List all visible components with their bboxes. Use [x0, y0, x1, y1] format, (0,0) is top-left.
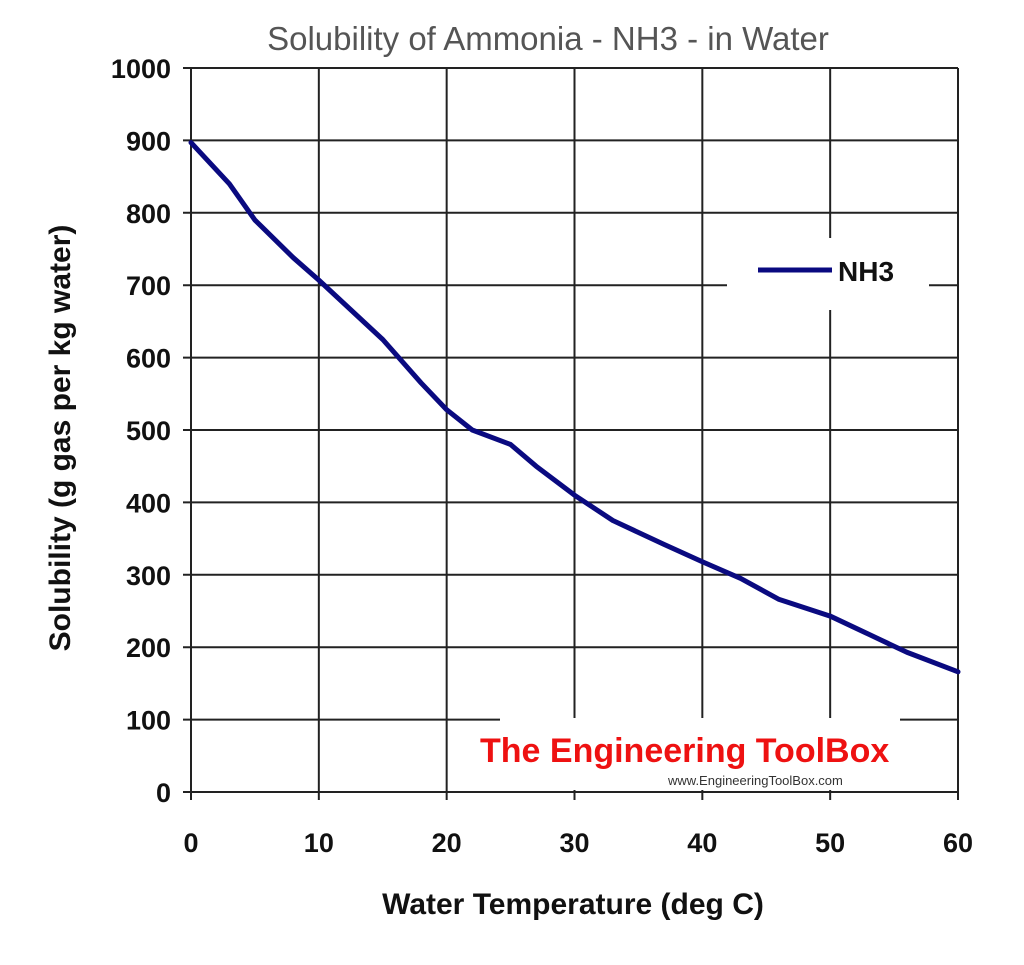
y-tick-label: 600 [126, 344, 171, 374]
x-tick-label: 50 [815, 828, 845, 858]
watermark-background [500, 718, 900, 790]
legend-label-nh3: NH3 [838, 256, 894, 287]
y-tick-label: 300 [126, 561, 171, 591]
y-tick-label: 200 [126, 633, 171, 663]
y-tick-label: 0 [156, 778, 171, 808]
watermark: The Engineering ToolBox www.EngineeringT… [480, 718, 900, 790]
series-line-nh3 [188, 140, 961, 675]
x-tick-label: 30 [559, 828, 589, 858]
legend-background [727, 238, 929, 310]
y-tick-label: 500 [126, 416, 171, 446]
y-tick-label: 100 [126, 706, 171, 736]
chart-title: Solubility of Ammonia - NH3 - in Water [267, 20, 829, 57]
y-tick-label: 800 [126, 199, 171, 229]
watermark-title: The Engineering ToolBox [480, 732, 889, 770]
y-tick-label: 400 [126, 488, 171, 518]
x-tick-label: 60 [943, 828, 973, 858]
y-tick-labels: 0 100 200 300 400 500 600 700 800 900 1000 [111, 54, 171, 808]
y-tick-label: 1000 [111, 54, 171, 84]
x-tick-label: 40 [687, 828, 717, 858]
watermark-url: www.EngineeringToolBox.com [667, 773, 843, 788]
x-tick-label: 0 [183, 828, 198, 858]
y-axis-label: Solubility (g gas per kg water) [44, 225, 77, 652]
x-tick-label: 10 [304, 828, 334, 858]
y-tick-label: 900 [126, 126, 171, 156]
x-tick-label: 20 [432, 828, 462, 858]
legend: NH3 [727, 238, 929, 310]
x-axis-label: Water Temperature (deg C) [382, 888, 764, 921]
series-layer [188, 140, 961, 675]
grid [183, 67, 959, 800]
y-tick-label: 700 [126, 271, 171, 301]
x-tick-labels: 0 10 20 30 40 50 60 [183, 828, 973, 858]
